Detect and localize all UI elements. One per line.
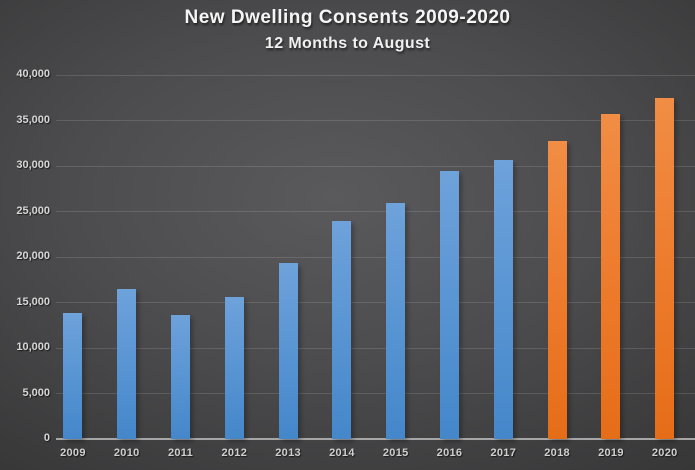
x-axis-tick-label: 2017: [490, 447, 517, 459]
y-gridline: [56, 347, 695, 349]
y-gridline: [56, 302, 695, 303]
bar-2020: [655, 97, 675, 439]
x-axis-tick-label: 2016: [436, 447, 463, 459]
y-axis-tick-label: 15,000: [16, 295, 50, 308]
x-axis-tick-label: 2009: [60, 447, 86, 459]
y-gridline: [56, 74, 695, 76]
y-axis-tick-label: 0: [43, 432, 50, 444]
x-axis-tick-label: 2014: [329, 447, 355, 459]
bar-2014: [332, 220, 352, 439]
y-axis-tick-label: 25,000: [16, 204, 50, 217]
y-axis-tick-label: 30,000: [16, 159, 50, 171]
y-gridline: [56, 256, 695, 258]
x-axis-tick-label: 2020: [651, 447, 678, 459]
x-axis-tick-label: 2011: [167, 447, 194, 459]
bar-2012: [224, 296, 244, 439]
y-axis-tick-label: 20,000: [16, 250, 50, 262]
x-axis-tick-label: 2015: [382, 447, 409, 459]
y-gridline: [56, 120, 695, 121]
bar-2019: [601, 114, 621, 439]
bar-2013: [278, 262, 298, 439]
bar-2009: [63, 312, 83, 439]
chart-title: New Dwelling Consents 2009-2020: [184, 7, 511, 28]
y-axis-tick-label: 35,000: [16, 113, 50, 126]
y-axis-tick-label: 5,000: [22, 386, 50, 399]
x-axis-line: [56, 438, 695, 440]
bar-2018: [547, 140, 567, 439]
y-gridline: [56, 393, 695, 394]
bar-2017: [493, 159, 513, 439]
y-gridline: [56, 211, 695, 212]
x-axis-tick-label: 2010: [113, 447, 140, 459]
y-axis-tick-label: 40,000: [16, 68, 50, 80]
x-axis-tick-label: 2012: [221, 447, 248, 459]
bar-2011: [171, 315, 190, 439]
x-axis-tick-label: 2013: [275, 447, 301, 459]
x-axis-tick-label: 2019: [598, 447, 624, 459]
y-gridline: [56, 165, 695, 167]
x-axis-tick-label: 2018: [544, 447, 570, 459]
y-axis-tick-label: 10,000: [16, 341, 50, 353]
chart-subtitle: 12 Months to August: [264, 35, 431, 52]
bar-2015: [386, 202, 406, 439]
bar-2010: [117, 289, 137, 439]
bar-2016: [440, 171, 459, 439]
